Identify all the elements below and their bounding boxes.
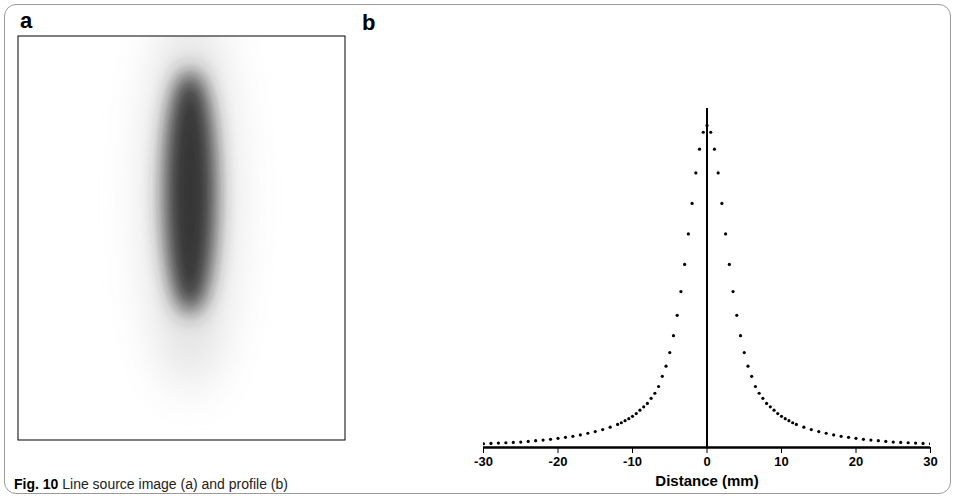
svg-text:0: 0 <box>703 454 710 469</box>
svg-text:a: a <box>20 8 33 33</box>
svg-text:-30: -30 <box>474 454 493 469</box>
svg-text:Distance (mm): Distance (mm) <box>655 472 758 489</box>
svg-text:-20: -20 <box>549 454 568 469</box>
html-text:b: b <box>362 10 376 35</box>
svg-text:30: 30 <box>923 454 937 469</box>
svg-text:10: 10 <box>774 454 788 469</box>
svg-text:-10: -10 <box>623 454 642 469</box>
svg-text:20: 20 <box>849 454 863 469</box>
html-text:Fig. 10 Line source image (a): Fig. 10 Line source image (a) and profil… <box>14 476 288 492</box>
